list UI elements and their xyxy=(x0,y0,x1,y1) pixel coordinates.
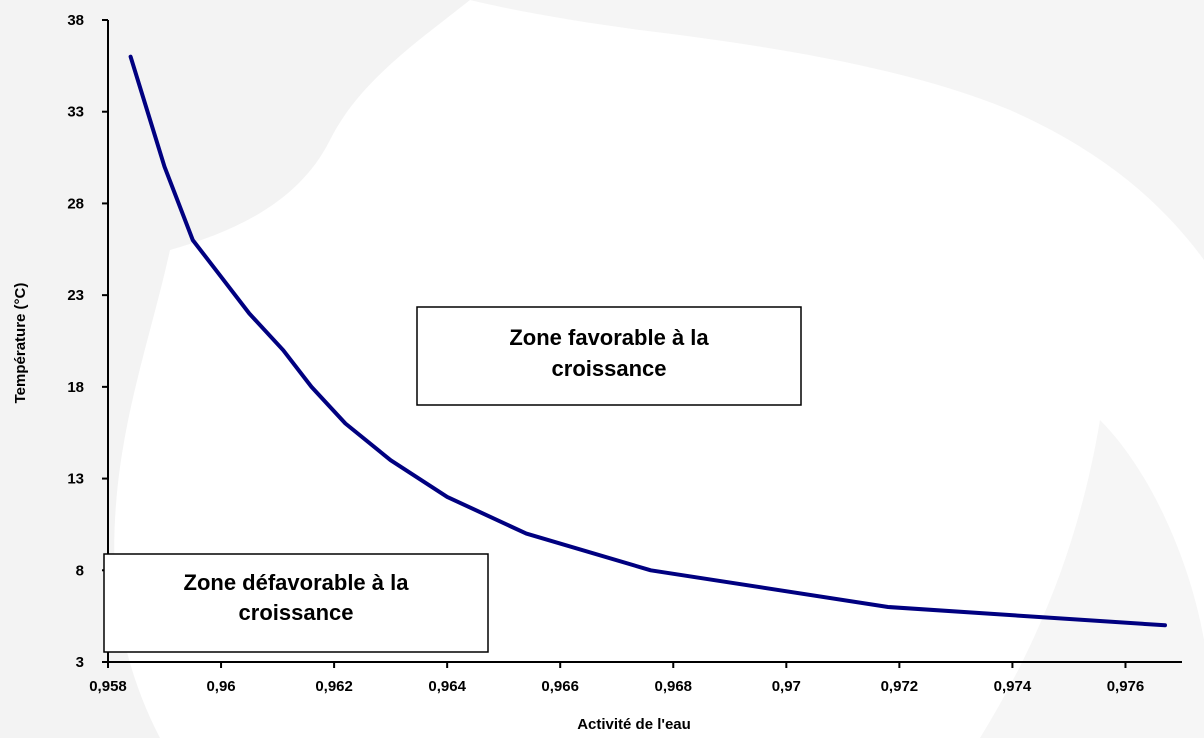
y-tick-label: 28 xyxy=(67,195,84,212)
y-tick-label: 23 xyxy=(67,287,84,304)
annotation-defavorable-text: Zone défavorable à la xyxy=(184,570,410,595)
x-tick-label: 0,97 xyxy=(772,678,801,695)
x-tick-label: 0,96 xyxy=(206,678,235,695)
series-line xyxy=(128,54,1167,628)
annotation-favorable: Zone favorable à la croissance xyxy=(416,306,802,406)
x-tick-label: 0,968 xyxy=(654,678,692,695)
x-axis-title: Activité de l'eau xyxy=(577,716,691,733)
x-tick-label: 0,964 xyxy=(428,678,466,695)
annotation-defavorable: Zone défavorable à la croissance xyxy=(103,553,489,653)
annotation-defavorable-text: croissance xyxy=(239,600,354,625)
y-tick-label: 33 xyxy=(67,104,84,121)
y-tick-label: 3 xyxy=(76,654,84,671)
watermark-shape-top xyxy=(470,0,1204,260)
y-tick-label: 18 xyxy=(67,379,84,396)
y-tick-label: 13 xyxy=(67,471,84,488)
series-layer xyxy=(128,54,1167,628)
x-tick-label: 0,966 xyxy=(541,678,579,695)
x-tick-label: 0,972 xyxy=(881,678,919,695)
annotation-favorable-box xyxy=(416,306,802,406)
annotation-defavorable-box xyxy=(103,553,489,653)
x-tick-label: 0,976 xyxy=(1107,678,1145,695)
ticks: 0,958 0,96 0,962 0,964 0,966 0,968 0,97 0,972 0,… xyxy=(67,12,1144,695)
x-tick-label: 0,958 xyxy=(89,678,127,695)
watermark-shape-left xyxy=(0,0,470,738)
y-tick-label: 38 xyxy=(67,12,84,29)
annotation-favorable-text: croissance xyxy=(552,356,667,381)
watermark-shape-right xyxy=(980,420,1204,738)
annotation-favorable-text: Zone favorable à la xyxy=(509,325,709,350)
x-tick-label: 0,974 xyxy=(994,678,1032,695)
y-axis-title: Température (°C) xyxy=(12,283,29,404)
x-tick-label: 0,962 xyxy=(315,678,353,695)
y-tick-label: 8 xyxy=(76,562,84,579)
